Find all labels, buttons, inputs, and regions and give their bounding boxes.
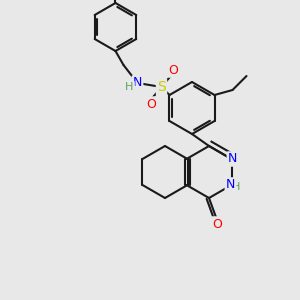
Text: N: N xyxy=(226,178,235,191)
Text: N: N xyxy=(133,76,142,89)
Text: O: O xyxy=(146,98,156,110)
Text: N: N xyxy=(228,152,237,166)
Text: O: O xyxy=(212,218,222,230)
Text: H: H xyxy=(125,82,134,92)
Text: H: H xyxy=(232,182,241,192)
Text: S: S xyxy=(157,80,166,94)
Text: O: O xyxy=(169,64,178,76)
